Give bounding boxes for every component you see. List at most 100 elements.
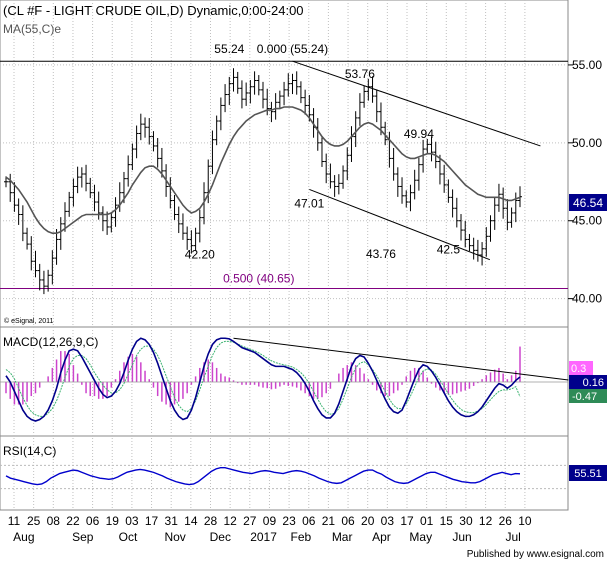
date-day-label: 06 (86, 514, 100, 528)
price-bar (492, 197, 497, 230)
price-bar (244, 82, 249, 106)
price-bar (450, 189, 455, 218)
macd-hist-badge-bg (569, 361, 593, 375)
price-bar (505, 199, 510, 231)
price-bar (100, 206, 105, 232)
date-day-label: 06 (302, 514, 316, 528)
price-bar (357, 93, 362, 126)
price-bar (290, 73, 295, 95)
trend-line (292, 60, 541, 147)
price-bar (16, 198, 21, 225)
price-bar (391, 147, 396, 181)
date-month-label: Feb (291, 530, 312, 544)
price-bar (395, 167, 400, 197)
price-bar (416, 157, 421, 191)
macd-label: MACD(12,26,9,C) (3, 335, 98, 349)
price-bar (134, 125, 139, 159)
price-bar (303, 89, 308, 115)
price-bar (273, 93, 278, 120)
price-bar (20, 205, 25, 242)
price-bar (501, 187, 506, 219)
price-bar (210, 130, 215, 175)
price-bar (467, 233, 472, 252)
macd-signal-line (5, 340, 521, 417)
price-bar (8, 173, 13, 202)
price-bar (138, 113, 143, 141)
price-bar (189, 230, 194, 254)
price-bar (88, 177, 93, 199)
macd-line-badge-bg (569, 375, 607, 389)
price-bar (336, 174, 341, 195)
date-day-label: 11 (8, 514, 21, 528)
date-day-label: 09 (263, 514, 277, 528)
price-annotation: 0.000 (55.24) (257, 42, 328, 56)
price-bar (29, 236, 34, 271)
price-bar (408, 184, 413, 212)
date-day-label: 27 (243, 514, 257, 528)
price-bar (509, 207, 514, 228)
price-bar (71, 178, 76, 207)
price-bar (332, 175, 337, 197)
rsi-line (5, 467, 521, 486)
ma-label: MA(55,C)e (3, 22, 61, 36)
price-bar (84, 164, 89, 192)
trend-line (309, 188, 491, 261)
price-bar (50, 250, 55, 285)
date-month-label: 2017 (250, 530, 277, 544)
date-day-label: 03 (125, 514, 139, 528)
price-bar (286, 73, 291, 97)
date-day-label: 19 (106, 514, 120, 528)
price-bar (79, 167, 84, 188)
price-annotation: 53.76 (345, 67, 375, 81)
date-month-label: May (409, 530, 432, 544)
price-axis-label: 40.00 (572, 292, 602, 306)
rsi-badge: 55.51 (574, 468, 602, 480)
price-bar (353, 111, 358, 148)
date-day-label: 01 (420, 514, 434, 528)
price-bar (185, 226, 190, 250)
price-bar (374, 89, 379, 123)
price-bar (223, 84, 228, 113)
price-bar (54, 228, 59, 265)
price-bar (239, 80, 244, 109)
price-axis-label: 55.00 (572, 58, 602, 72)
macd-panel (0, 337, 569, 422)
date-month-label: Sep (72, 530, 94, 544)
price-bar (442, 164, 447, 193)
price-bar (143, 117, 148, 138)
chart-title: (CL #F - LIGHT CRUDE OIL,D) Dynamic,0:00… (3, 3, 304, 18)
macd-line-badge: 0.16 (583, 377, 604, 389)
price-bar (319, 137, 324, 167)
price-bar (92, 184, 97, 212)
date-day-label: 08 (47, 514, 61, 528)
price-bar (370, 76, 375, 103)
date-day-label: 30 (459, 514, 473, 528)
price-bar (58, 217, 63, 250)
date-day-label: 20 (361, 514, 375, 528)
price-bar (155, 137, 160, 168)
date-day-label: 31 (165, 514, 179, 528)
price-bar (261, 81, 265, 109)
price-bar (421, 139, 426, 173)
rsi-panel (0, 464, 568, 490)
price-bar (75, 166, 80, 194)
price-bar (109, 212, 114, 233)
macd-line (5, 337, 521, 422)
price-bar (46, 269, 51, 292)
price-bar (412, 169, 417, 200)
macd-signal-badge-bg (569, 389, 607, 403)
price-bar (362, 85, 367, 108)
date-day-label: 10 (518, 514, 532, 528)
date-day-label: 21 (322, 514, 336, 528)
price-bar (518, 186, 522, 208)
price-bar (231, 68, 236, 92)
price-bar (383, 121, 388, 146)
price-bar (277, 90, 282, 108)
price-bar (113, 197, 118, 227)
price-annotation: 55.24 (214, 42, 244, 56)
price-bar (256, 75, 261, 96)
date-day-label: 06 (341, 514, 355, 528)
price-bar (425, 138, 430, 155)
price-bar (328, 163, 333, 189)
